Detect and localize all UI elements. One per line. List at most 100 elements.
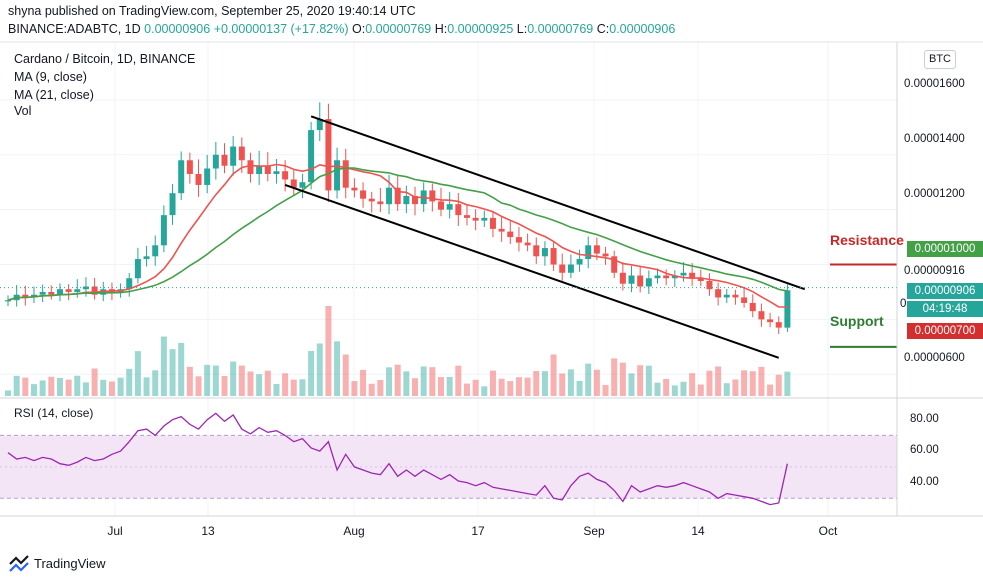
volume-bar bbox=[368, 383, 375, 396]
volume-bar bbox=[316, 343, 323, 396]
candle-body bbox=[697, 278, 704, 281]
candle-body bbox=[152, 245, 159, 257]
price-pane[interactable] bbox=[0, 42, 897, 516]
close-label: C: bbox=[596, 22, 610, 36]
open-label: O: bbox=[352, 22, 366, 36]
dotted-level-value: 0.00000916 bbox=[904, 265, 965, 277]
candle-body bbox=[637, 275, 644, 287]
legend-pair: Cardano / Bitcoin, 1D, BINANCE bbox=[14, 52, 196, 66]
candle-body bbox=[732, 294, 739, 298]
candle-body bbox=[282, 171, 289, 180]
ma9-line bbox=[7, 163, 788, 308]
candle-body bbox=[377, 201, 384, 205]
time-tick-sep: Sep bbox=[583, 524, 605, 538]
candle-body bbox=[593, 245, 600, 254]
candle-body bbox=[394, 187, 401, 205]
volume-bar bbox=[732, 379, 739, 396]
candle-body bbox=[559, 264, 566, 273]
publisher-line: shyna published on TradingView.com, Sept… bbox=[8, 4, 416, 18]
currency-badge[interactable]: BTC bbox=[924, 50, 956, 69]
volume-bar bbox=[741, 370, 748, 396]
volume-bar bbox=[308, 350, 315, 396]
candle-body bbox=[689, 272, 696, 279]
volume-bar bbox=[386, 367, 393, 396]
volume-bar bbox=[446, 376, 453, 396]
candle-body bbox=[82, 286, 89, 290]
candle-body bbox=[56, 289, 63, 295]
volume-bar bbox=[126, 368, 133, 396]
volume-bar bbox=[481, 386, 488, 396]
candle-body bbox=[663, 275, 670, 279]
candle-body bbox=[368, 198, 375, 202]
candle-body bbox=[446, 204, 453, 210]
candle-body bbox=[273, 171, 280, 174]
partial-axis-label: 0. bbox=[900, 298, 910, 310]
volume-bar bbox=[758, 366, 765, 396]
candle-body bbox=[489, 217, 496, 229]
rsi-pane[interactable] bbox=[0, 412, 897, 506]
candle-body bbox=[515, 237, 522, 243]
volume-bar bbox=[152, 370, 159, 396]
volume-bar bbox=[697, 384, 704, 396]
candle-body bbox=[758, 311, 765, 320]
candle-body bbox=[316, 119, 323, 131]
candle-body bbox=[169, 193, 176, 216]
candle-body bbox=[65, 289, 72, 292]
volume-bar bbox=[533, 370, 540, 396]
volume-bar bbox=[671, 385, 678, 396]
volume-bar bbox=[186, 366, 193, 396]
candle-body bbox=[715, 289, 722, 298]
time-tick-14: 14 bbox=[691, 524, 705, 538]
time-tick-13: 13 bbox=[201, 524, 215, 538]
candle-body bbox=[429, 190, 436, 202]
candle-body bbox=[723, 294, 730, 298]
candle-body bbox=[767, 319, 774, 323]
volume-bar bbox=[784, 371, 791, 396]
volume-bar bbox=[5, 390, 11, 396]
volume-bar bbox=[567, 369, 574, 396]
candle-body bbox=[39, 291, 46, 295]
volume-bar bbox=[334, 341, 341, 396]
rsi-band bbox=[0, 435, 897, 499]
change-value: +0.00000137 (+17.82%) bbox=[213, 22, 349, 36]
candle-body bbox=[541, 248, 548, 257]
candle-body bbox=[351, 187, 358, 191]
tradingview-logo-icon bbox=[9, 555, 29, 572]
candle-body bbox=[299, 182, 306, 188]
candle-body bbox=[412, 195, 419, 205]
volume-bar bbox=[524, 377, 531, 396]
lower-trendline bbox=[284, 184, 780, 359]
candle-body bbox=[611, 256, 618, 273]
candle-body bbox=[386, 187, 393, 205]
volume-bar bbox=[22, 377, 29, 396]
volume-bar bbox=[100, 379, 107, 396]
volume-bar bbox=[351, 381, 358, 396]
low-label: L: bbox=[516, 22, 528, 36]
volume-bar bbox=[221, 376, 228, 396]
candle-body bbox=[550, 248, 557, 265]
volume-bar bbox=[360, 369, 367, 396]
volume-bar bbox=[550, 354, 557, 396]
volume-bar bbox=[48, 376, 55, 396]
candle-body bbox=[628, 275, 635, 284]
candle-body bbox=[48, 291, 55, 295]
volume-bar bbox=[593, 369, 600, 396]
candle-body bbox=[195, 173, 202, 185]
candle-body bbox=[680, 272, 687, 276]
volume-bar bbox=[117, 377, 124, 396]
volume-bar bbox=[65, 379, 72, 396]
volume-bar bbox=[420, 366, 427, 396]
candle-body bbox=[472, 217, 479, 221]
time-tick-oct: Oct bbox=[818, 524, 838, 538]
volume-bar bbox=[498, 378, 505, 396]
candle-body bbox=[230, 146, 237, 166]
price-tick-1600: 0.00001600 bbox=[904, 78, 965, 90]
volume-bar bbox=[74, 375, 81, 396]
volume-bar bbox=[256, 374, 263, 396]
candle-body bbox=[438, 201, 444, 210]
volume-bar bbox=[299, 379, 306, 396]
volume-bar bbox=[715, 366, 722, 396]
volume-bar bbox=[204, 364, 211, 396]
rsi-tick-40: 40.00 bbox=[910, 476, 939, 488]
